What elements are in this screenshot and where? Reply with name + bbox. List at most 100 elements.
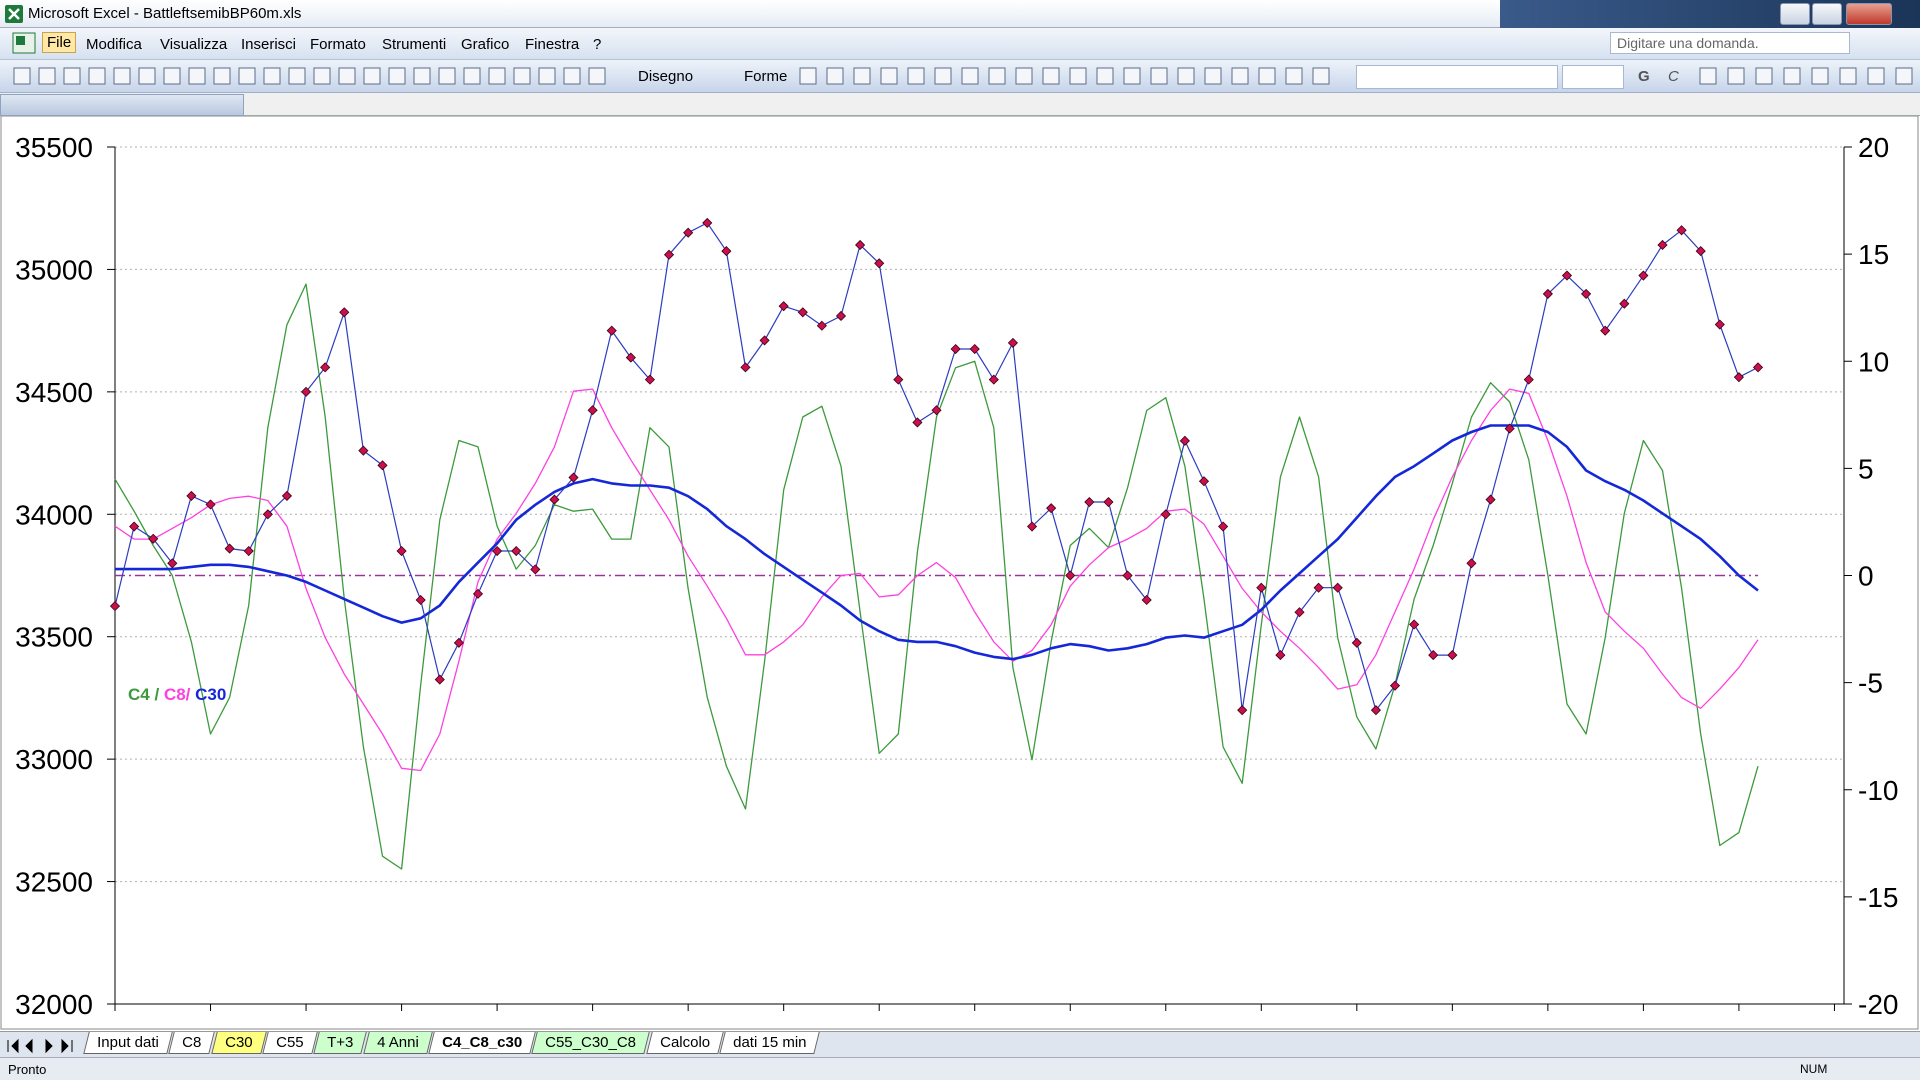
italic-button[interactable]: C: [1668, 68, 1679, 85]
toolbar-button[interactable]: [563, 67, 581, 85]
help-search-box[interactable]: Digitare una domanda.: [1610, 32, 1850, 54]
menu-item[interactable]: ?: [593, 36, 602, 53]
size-box[interactable]: [1562, 65, 1624, 89]
minimize-button[interactable]: [1780, 3, 1810, 25]
y-tick-label: 33500: [15, 622, 93, 653]
data-marker: [1619, 298, 1630, 309]
toolbar-button[interactable]: [1811, 67, 1829, 85]
toolbar-button[interactable]: [1096, 67, 1114, 85]
maximize-button[interactable]: [1812, 3, 1842, 25]
toolbar-button[interactable]: [1015, 67, 1033, 85]
toolbar-button[interactable]: [363, 67, 381, 85]
toolbar-button[interactable]: [313, 67, 331, 85]
toolbar-button[interactable]: [513, 67, 531, 85]
sheet-tab-label[interactable]: T+3: [327, 1034, 354, 1051]
y-tick-label: 34500: [15, 377, 93, 408]
sheet-tab[interactable]: C4_C8_c30: [428, 1032, 536, 1054]
toolbar-button[interactable]: [880, 67, 898, 85]
toolbar-button[interactable]: [438, 67, 456, 85]
chart-sheet: 32000 32500 33000 33500 34000 34500 35000 35500…: [0, 115, 1920, 1031]
toolbar-button[interactable]: [1258, 67, 1276, 85]
toolbar-button[interactable]: [13, 67, 31, 85]
sheet-tab[interactable]: Input dati: [83, 1032, 173, 1054]
sheet-tab[interactable]: C55: [262, 1032, 318, 1054]
toolbar-button[interactable]: [1783, 67, 1801, 85]
toolbar-button[interactable]: [263, 67, 281, 85]
sheet-tab-label[interactable]: C55_C30_C8: [545, 1034, 637, 1051]
toolbar-button[interactable]: [1839, 67, 1857, 85]
sheet-tab-label[interactable]: dati 15 min: [733, 1034, 807, 1051]
toolbar-button[interactable]: [1312, 67, 1330, 85]
sheet-tab-label[interactable]: Calcolo: [659, 1034, 710, 1051]
sheet-tab-label[interactable]: 4 Anni: [376, 1034, 419, 1051]
toolbar-button[interactable]: [288, 67, 306, 85]
menu-item[interactable]: Grafico: [461, 36, 510, 53]
toolbar-button[interactable]: [1285, 67, 1303, 85]
toolbar-button[interactable]: [188, 67, 206, 85]
sheet-tab-label[interactable]: C55: [276, 1034, 304, 1051]
toolbar-button[interactable]: [1042, 67, 1060, 85]
toolbar-button[interactable]: [463, 67, 481, 85]
sheet-tab-label[interactable]: C8: [182, 1034, 202, 1051]
toolbar-button[interactable]: [1069, 67, 1087, 85]
sheet-tab[interactable]: C30: [211, 1032, 267, 1054]
toolbar-button[interactable]: [799, 67, 817, 85]
sheet-tab-label[interactable]: Input dati: [97, 1034, 159, 1051]
sheet-tab-label[interactable]: C4_C8_c30: [441, 1034, 523, 1051]
toolbar-button[interactable]: [38, 67, 56, 85]
toolbar-button[interactable]: [1231, 67, 1249, 85]
toolbar-button[interactable]: [113, 67, 131, 85]
toolbar-button[interactable]: [1204, 67, 1222, 85]
toolbar-button[interactable]: [88, 67, 106, 85]
menu-item[interactable]: Finestra: [525, 36, 580, 53]
toolbar-button[interactable]: [1755, 67, 1773, 85]
data-marker: [1409, 619, 1420, 630]
toolbar-button[interactable]: [907, 67, 925, 85]
tab-navigation[interactable]: [4, 1034, 84, 1058]
draw-menu[interactable]: Disegno: [638, 68, 694, 85]
menu-item[interactable]: Modifica: [86, 36, 142, 53]
sheet-tab[interactable]: T+3: [313, 1032, 367, 1054]
toolbar-button[interactable]: [238, 67, 256, 85]
sheet-tab[interactable]: dati 15 min: [719, 1032, 821, 1054]
close-button[interactable]: [1846, 3, 1892, 25]
toolbar-button[interactable]: [538, 67, 556, 85]
toolbar-button[interactable]: [988, 67, 1006, 85]
workbook-icon[interactable]: [12, 32, 36, 54]
toolbar-button[interactable]: [338, 67, 356, 85]
toolbar-button[interactable]: [63, 67, 81, 85]
sheet-tab-label[interactable]: C30: [224, 1034, 253, 1051]
toolbar-button[interactable]: [413, 67, 431, 85]
toolbar-button[interactable]: [213, 67, 231, 85]
toolbar-button[interactable]: [1727, 67, 1745, 85]
sheet-tab[interactable]: Calcolo: [646, 1032, 724, 1054]
toolbar-button[interactable]: [388, 67, 406, 85]
shapes-menu[interactable]: Forme: [744, 68, 788, 85]
toolbar-button[interactable]: [826, 67, 844, 85]
font-box[interactable]: [1356, 65, 1558, 89]
toolbar-button[interactable]: [1699, 67, 1717, 85]
toolbar-button[interactable]: [138, 67, 156, 85]
menu-item[interactable]: File: [42, 32, 77, 53]
data-marker: [129, 521, 140, 532]
sheet-tab[interactable]: C8: [168, 1032, 216, 1054]
toolbar-button[interactable]: [961, 67, 979, 85]
toolbar-button[interactable]: [588, 67, 606, 85]
menu-item[interactable]: Inserisci: [241, 36, 297, 53]
toolbar-button[interactable]: [1177, 67, 1195, 85]
sheet-tab[interactable]: C55_C30_C8: [531, 1032, 651, 1054]
menu-item[interactable]: Visualizza: [160, 36, 228, 53]
toolbar-button[interactable]: [853, 67, 871, 85]
toolbar-button[interactable]: [934, 67, 952, 85]
toolbar-button[interactable]: [488, 67, 506, 85]
toolbar-button[interactable]: [1895, 67, 1913, 85]
name-box[interactable]: [0, 94, 244, 116]
menu-item[interactable]: Formato: [310, 36, 366, 53]
toolbar-button[interactable]: [1150, 67, 1168, 85]
toolbar-button[interactable]: [1123, 67, 1141, 85]
toolbar-button[interactable]: [163, 67, 181, 85]
sheet-tab[interactable]: 4 Anni: [362, 1032, 433, 1054]
menu-item[interactable]: Strumenti: [382, 36, 447, 53]
toolbar-button[interactable]: [1867, 67, 1885, 85]
bold-button[interactable]: G: [1638, 68, 1650, 85]
